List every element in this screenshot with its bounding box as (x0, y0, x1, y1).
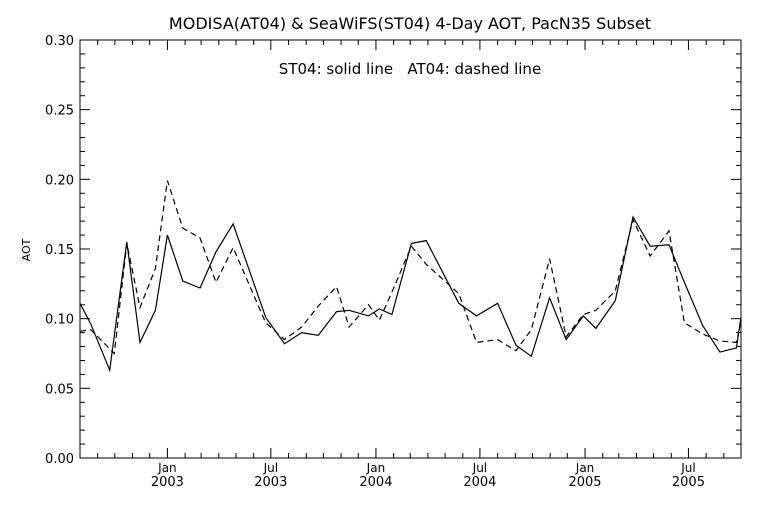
series-layer (79, 180, 742, 373)
x-tick-year: 2004 (463, 475, 496, 490)
y-tick-label: 0.05 (45, 382, 74, 397)
series-line-st04 (79, 215, 742, 373)
axis-tick-labels: 0.000.050.100.150.200.250.30Jan2003Jul20… (45, 34, 705, 490)
x-tick-month: Jul (263, 461, 278, 475)
x-tick-year: 2005 (672, 475, 705, 490)
x-tick-month: Jul (472, 461, 487, 475)
y-tick-label: 0.00 (45, 452, 74, 467)
legend-annotation: ST04: solid line AT04: dashed line (279, 60, 541, 78)
chart-title: MODISA(AT04) & SeaWiFS(ST04) 4-Day AOT, … (169, 14, 651, 33)
y-tick-label: 0.10 (45, 313, 74, 328)
x-tick-month: Jul (680, 461, 695, 475)
x-tick-year: 2004 (359, 475, 392, 490)
axis-ticks (80, 39, 741, 459)
plot-area (79, 39, 742, 459)
x-tick-year: 2005 (568, 475, 601, 490)
x-tick-month: Jan (157, 461, 177, 475)
y-tick-label: 0.30 (45, 34, 74, 49)
plot-frame (79, 39, 742, 459)
y-axis-label: AOT (20, 238, 33, 261)
series-line-at04 (79, 180, 742, 355)
x-tick-month: Jan (575, 461, 595, 475)
x-tick-year: 2003 (254, 475, 287, 490)
y-tick-label: 0.15 (45, 243, 74, 258)
x-tick-month: Jan (366, 461, 386, 475)
y-tick-label: 0.20 (45, 173, 74, 188)
x-tick-year: 2003 (151, 475, 184, 490)
y-tick-label: 0.25 (45, 104, 74, 119)
